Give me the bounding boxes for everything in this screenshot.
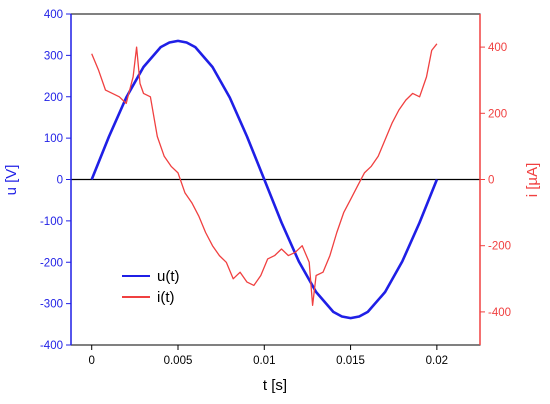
- x-axis: 0 0.005 0.01 0.015 0.02: [89, 345, 448, 367]
- x-tick-label: 0.015: [336, 355, 365, 367]
- y-left-tick-label: 100: [44, 133, 63, 145]
- legend-label-i: i(t): [157, 289, 175, 306]
- y-left-tick-label: -200: [40, 257, 63, 269]
- series-layer: [90, 39, 439, 320]
- y-left-tick-label: 300: [44, 50, 63, 62]
- legend-label-u: u(t): [157, 268, 180, 285]
- x-tick-label: 0.005: [164, 355, 193, 367]
- series-line-u: [90, 39, 439, 320]
- left-y-axis: -400 -300 -200 -100 0 100 200 300 400: [40, 9, 72, 352]
- y-left-tick-label: 400: [44, 9, 63, 21]
- y-right-tick-label: -200: [488, 241, 511, 253]
- x-axis-title: t [s]: [263, 377, 287, 394]
- x-tick-label: 0: [89, 355, 95, 367]
- y-left-tick-label: 0: [57, 175, 63, 187]
- y-right-tick-label: -400: [488, 307, 511, 319]
- y-right-tick-label: 200: [488, 108, 507, 120]
- right-y-axis: -400 -200 0 200 400: [479, 14, 511, 345]
- y-right-axis-title: i [µA]: [524, 163, 541, 197]
- y-left-tick-label: 200: [44, 92, 63, 104]
- y-right-tick-label: 400: [488, 42, 507, 54]
- y-left-tick-label: -300: [40, 299, 63, 311]
- y-left-axis-title: u [V]: [3, 165, 20, 196]
- y-left-tick-label: -400: [40, 340, 63, 352]
- x-tick-label: 0.01: [253, 355, 275, 367]
- x-tick-label: 0.02: [426, 355, 448, 367]
- y-left-tick-label: -100: [40, 216, 63, 228]
- series-line-i: [91, 43, 438, 306]
- legend: u(t) i(t): [122, 268, 180, 306]
- y-right-tick-label: 0: [488, 175, 494, 187]
